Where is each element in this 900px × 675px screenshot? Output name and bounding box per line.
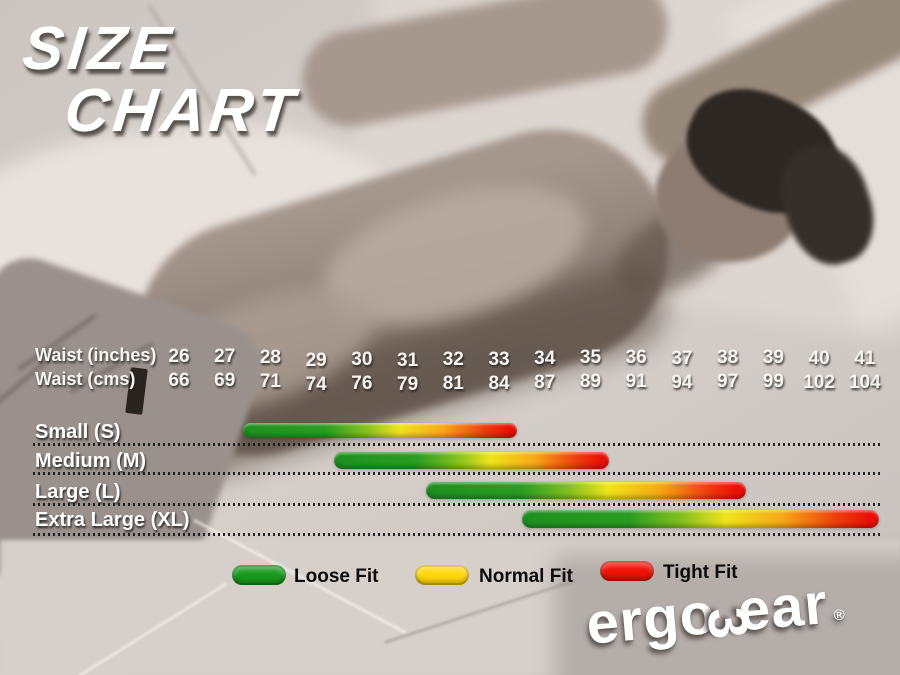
- dotted-separator: [33, 533, 882, 536]
- waist-value: 27: [214, 346, 236, 367]
- waist-value: 28: [259, 347, 282, 368]
- waist-value: 35: [579, 347, 602, 368]
- waist-value: 36: [625, 347, 647, 368]
- normal-fit-swatch: [415, 565, 469, 585]
- waist-cms-label: Waist (cms): [35, 369, 136, 389]
- fit-range-bar: [425, 482, 746, 499]
- waist-value: 69: [214, 370, 236, 391]
- size-row-label: Large (L): [35, 481, 121, 503]
- waist-value: 94: [671, 372, 693, 393]
- waist-value: 26: [168, 346, 190, 367]
- waist-value: 39: [762, 347, 784, 368]
- waist-value: 74: [305, 374, 327, 395]
- waist-value: 29: [305, 350, 327, 371]
- legend-label: Loose Fit: [294, 566, 379, 587]
- waist-value: 71: [259, 371, 282, 392]
- photo-neck-shadow: [601, 188, 749, 312]
- waist-value: 104: [848, 372, 881, 393]
- waist-value: 30: [351, 349, 373, 370]
- waist-value: 89: [579, 371, 602, 392]
- waist-value: 34: [534, 348, 556, 369]
- bed-sheet-shape: [723, 0, 900, 327]
- sheet-crumple-line: [384, 579, 576, 644]
- photo-chest-highlight: [308, 160, 602, 350]
- tight-fit-swatch: [600, 561, 654, 581]
- dotted-separator: [33, 443, 882, 446]
- fit-range-bar: [243, 423, 518, 438]
- legend-label: Normal Fit: [479, 566, 573, 587]
- logo-omega-glyph: 3: [695, 604, 762, 643]
- ergowear-logo: ergo3ear ®: [584, 568, 900, 657]
- waist-value: 102: [803, 372, 835, 393]
- waist-value: 97: [717, 371, 739, 392]
- bed-sheet-shape: [335, 0, 900, 345]
- waist-value: 38: [717, 347, 739, 368]
- fit-range-bar: [334, 452, 609, 469]
- loose-fit-swatch: [232, 565, 286, 585]
- waist-value: 87: [534, 372, 556, 393]
- photo-model-arm: [294, 0, 676, 135]
- page-title-size: SIZE: [19, 14, 179, 82]
- photo-model-hair: [668, 68, 857, 234]
- legend-label: Tight Fit: [663, 562, 738, 583]
- dotted-separator: [33, 472, 882, 475]
- dotted-separator: [33, 503, 882, 506]
- registered-trademark-icon: ®: [832, 606, 847, 625]
- size-row-label: Medium (M): [35, 450, 147, 472]
- waist-value: 32: [442, 349, 464, 370]
- waist-value: 79: [397, 374, 419, 395]
- size-row-label: Small (S): [35, 421, 121, 443]
- waist-value: 84: [488, 373, 510, 394]
- waist-value: 91: [625, 371, 647, 392]
- fit-range-bar: [521, 510, 879, 528]
- size-row-label: Extra Large (XL): [35, 509, 190, 531]
- waist-value: 37: [671, 348, 693, 369]
- waist-value: 81: [442, 373, 464, 394]
- sheet-crumple-line: [72, 582, 228, 675]
- waist-value: 76: [351, 373, 373, 394]
- waist-value: 41: [854, 348, 876, 369]
- waist-value: 40: [808, 348, 830, 369]
- photo-model-forearm: [628, 0, 900, 178]
- waist-value: 99: [762, 371, 784, 392]
- photo-model-head: [655, 130, 805, 262]
- photo-model-hair: [768, 134, 887, 276]
- waist-inches-label: Waist (inches): [35, 345, 157, 365]
- waist-value: 33: [488, 349, 510, 370]
- page-title-chart: CHART: [61, 76, 302, 144]
- waist-value: 31: [397, 350, 419, 371]
- waist-value: 66: [168, 370, 190, 391]
